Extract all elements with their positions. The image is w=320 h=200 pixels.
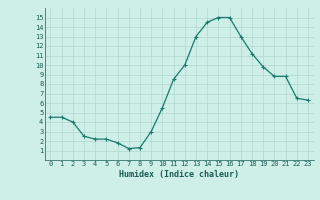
X-axis label: Humidex (Indice chaleur): Humidex (Indice chaleur) [119, 170, 239, 179]
